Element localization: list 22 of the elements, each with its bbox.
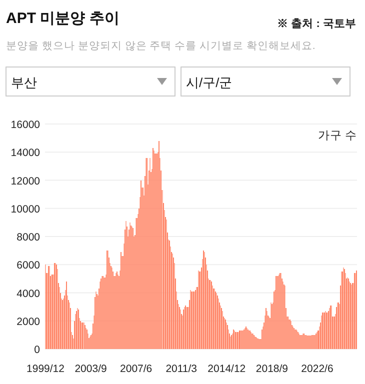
ytick: 12000 [10, 175, 40, 188]
source: ※ 출처 : 국토부 [277, 18, 356, 30]
dropdown-text: 시/구/군 [186, 75, 232, 90]
ytick: 8000 [16, 232, 40, 244]
ytick: 2000 [16, 316, 40, 328]
xtick: 1999/12 [26, 363, 64, 375]
ylabel: 가구 수 [318, 130, 357, 142]
ytick: 16000 [10, 119, 40, 131]
xtick: 2011/3 [166, 363, 198, 375]
dropdown-text: 부산 [11, 75, 37, 90]
xtick: 2007/6 [120, 363, 152, 375]
ytick: 4000 [16, 288, 40, 300]
xtick: 2014/12 [208, 363, 246, 375]
ytick: 0 [34, 344, 40, 356]
ytick: 10000 [10, 203, 40, 216]
subtitle: 분양을 했으나 분양되지 않은 주택 수를 시기별로 확인해보세요. [6, 40, 316, 52]
xtick: 2003/9 [74, 363, 107, 375]
xtick: 2022/6 [301, 363, 334, 375]
ytick: 14000 [10, 147, 40, 160]
xtick: 2018/9 [256, 363, 288, 375]
title: APT 미분양 추이 [6, 10, 120, 27]
ytick: 6000 [16, 260, 40, 272]
